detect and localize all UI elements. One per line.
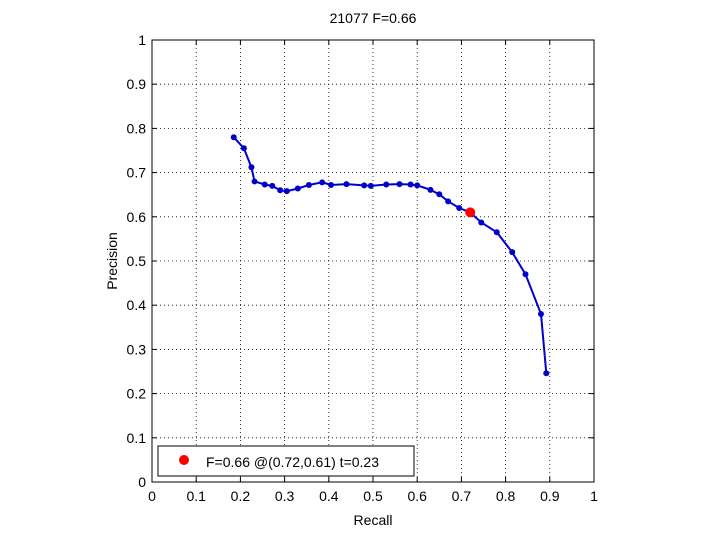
legend-box xyxy=(157,445,415,477)
data-point xyxy=(522,271,529,278)
data-point xyxy=(328,181,335,188)
data-point xyxy=(445,198,452,205)
data-point xyxy=(478,219,485,226)
data-point xyxy=(509,249,516,256)
data-point xyxy=(343,181,350,188)
data-point xyxy=(436,191,443,198)
data-point xyxy=(543,370,550,377)
y-tick-label: 0.8 xyxy=(127,120,147,136)
x-axis-label: Recall xyxy=(354,512,393,528)
data-point xyxy=(427,186,434,193)
data-point xyxy=(248,164,255,171)
data-point xyxy=(230,134,237,141)
data-point xyxy=(383,181,390,188)
y-tick-label: 1 xyxy=(138,32,146,48)
y-tick-label: 0.4 xyxy=(127,297,147,313)
x-tick-label: 0.6 xyxy=(407,488,427,504)
chart-title: 21077 F=0.66 xyxy=(330,10,417,26)
y-axis-label: Precision xyxy=(104,232,120,290)
data-point xyxy=(367,182,374,189)
x-tick-label: 0.4 xyxy=(319,488,339,504)
data-point xyxy=(456,204,463,211)
series xyxy=(230,134,550,377)
y-tick-label: 0.5 xyxy=(127,253,147,269)
y-tick-label: 0.1 xyxy=(127,430,147,446)
data-point xyxy=(361,182,368,189)
y-tick-label: 0.9 xyxy=(127,76,147,92)
x-tick-label: 0.2 xyxy=(231,488,251,504)
data-point xyxy=(251,178,258,185)
x-tick-label: 0.1 xyxy=(186,488,206,504)
x-tick-label: 0.7 xyxy=(452,488,472,504)
data-point xyxy=(537,311,544,318)
data-point xyxy=(396,181,403,188)
y-tick-label: 0.7 xyxy=(127,165,147,181)
data-point xyxy=(283,188,290,195)
data-point xyxy=(305,181,312,188)
y-tick-label: 0.2 xyxy=(127,386,147,402)
legend-marker xyxy=(179,455,189,465)
data-point xyxy=(277,187,284,194)
data-point xyxy=(240,145,247,152)
x-tick-label: 1 xyxy=(590,488,598,504)
y-tick-label: 0.3 xyxy=(127,341,147,357)
data-point xyxy=(294,185,301,192)
grid xyxy=(152,40,594,482)
x-tick-label: 0.9 xyxy=(540,488,560,504)
ticks: 0 0.1 0.2 0.3 0.4 0.5 0.6 0.7 0.8 0.9 1 0 0.1 0.2 0.3 0… xyxy=(127,32,599,504)
best-f-point xyxy=(465,207,476,218)
data-point xyxy=(269,182,276,189)
legend: F=0.66 @(0.72,0.61) t=0.23 xyxy=(157,445,415,477)
data-point xyxy=(414,182,421,189)
x-tick-label: 0.5 xyxy=(363,488,383,504)
data-point xyxy=(407,181,414,188)
y-tick-label: 0 xyxy=(138,474,146,490)
legend-label: F=0.66 @(0.72,0.61) t=0.23 xyxy=(206,454,379,470)
data-point xyxy=(319,179,326,186)
y-tick-label: 0.6 xyxy=(127,209,147,225)
x-tick-label: 0.8 xyxy=(496,488,516,504)
x-tick-label: 0 xyxy=(148,488,156,504)
x-tick-label: 0.3 xyxy=(275,488,295,504)
data-point xyxy=(261,181,268,188)
data-point xyxy=(493,229,500,236)
